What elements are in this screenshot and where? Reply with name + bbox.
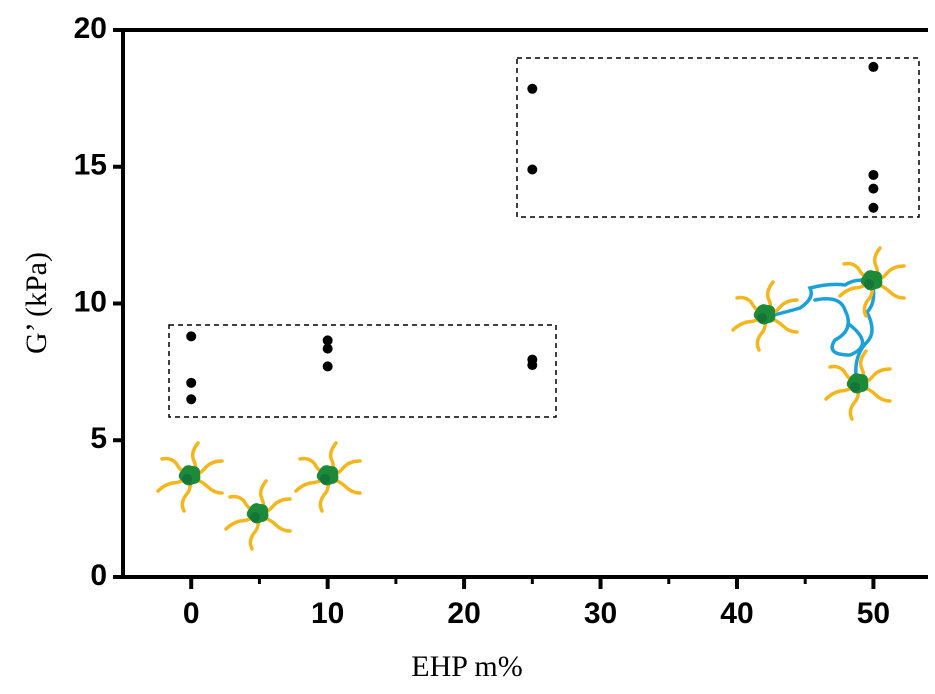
x-tick-label: 40 [720, 597, 753, 630]
y-tick-label: 5 [90, 422, 107, 455]
x-tick-label: 20 [447, 597, 480, 630]
data-point [186, 394, 197, 405]
x-tick-label: 10 [311, 597, 344, 630]
y-tick-label: 0 [90, 559, 107, 592]
molecule-icons [156, 246, 906, 551]
data-point [527, 83, 538, 94]
data-point [186, 331, 197, 342]
x-tick-label: 0 [183, 597, 200, 630]
y-tick-label: 15 [74, 149, 107, 182]
data-point [322, 335, 333, 346]
data-point [868, 183, 879, 194]
data-point [186, 377, 197, 388]
x-tick-label: 50 [857, 597, 890, 630]
data-point [527, 164, 538, 175]
x-axis-label: EHP m% [411, 650, 522, 683]
data-point [322, 361, 333, 372]
data-point [868, 202, 879, 213]
data-point [868, 61, 879, 72]
data-point [527, 360, 538, 371]
y-axis-label: G’ (kPa) [20, 252, 53, 354]
y-tick-label: 20 [74, 12, 107, 45]
x-tick-label: 30 [584, 597, 617, 630]
dashed-box [168, 57, 920, 418]
data-point [868, 169, 879, 180]
data-point [322, 343, 333, 354]
y-tick-label: 10 [74, 285, 107, 318]
